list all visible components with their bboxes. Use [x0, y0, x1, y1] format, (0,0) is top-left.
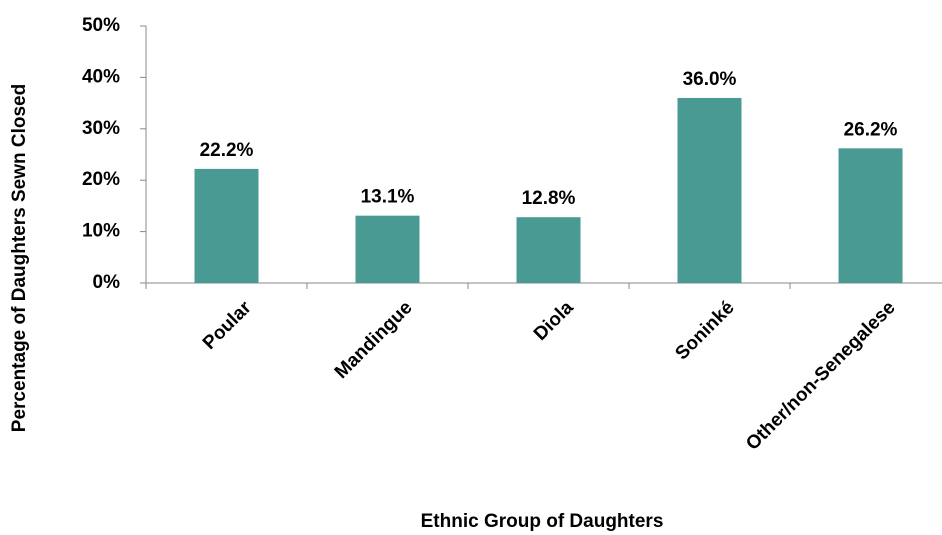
value-label: 22.2%	[200, 140, 254, 161]
y-tick-label: 0%	[93, 272, 121, 293]
value-label: 12.8%	[522, 188, 576, 209]
x-tick-label: Mandingue	[331, 297, 417, 383]
y-tick-label: 10%	[82, 221, 120, 242]
y-tick-label: 30%	[82, 118, 120, 139]
x-axis-title: Ethnic Group of Daughters	[421, 511, 664, 532]
y-axis-title: Percentage of Daughters Sewn Closed	[9, 84, 30, 432]
x-tick-label: Poular	[199, 297, 256, 354]
bar	[355, 215, 420, 283]
value-label: 26.2%	[844, 119, 898, 140]
x-tick-label: Diola	[530, 297, 578, 345]
bar	[677, 97, 742, 284]
y-tick-label: 40%	[82, 66, 120, 87]
y-tick-label: 50%	[82, 15, 120, 36]
x-tick-label: Soninké	[671, 297, 738, 364]
x-tick-label: Other/non-Senegalese	[742, 297, 899, 454]
y-tick-label: 20%	[82, 169, 120, 190]
bar	[838, 148, 903, 283]
value-label: 13.1%	[361, 187, 415, 208]
value-label: 36.0%	[683, 69, 737, 90]
bar	[516, 217, 581, 283]
bar	[194, 168, 259, 283]
